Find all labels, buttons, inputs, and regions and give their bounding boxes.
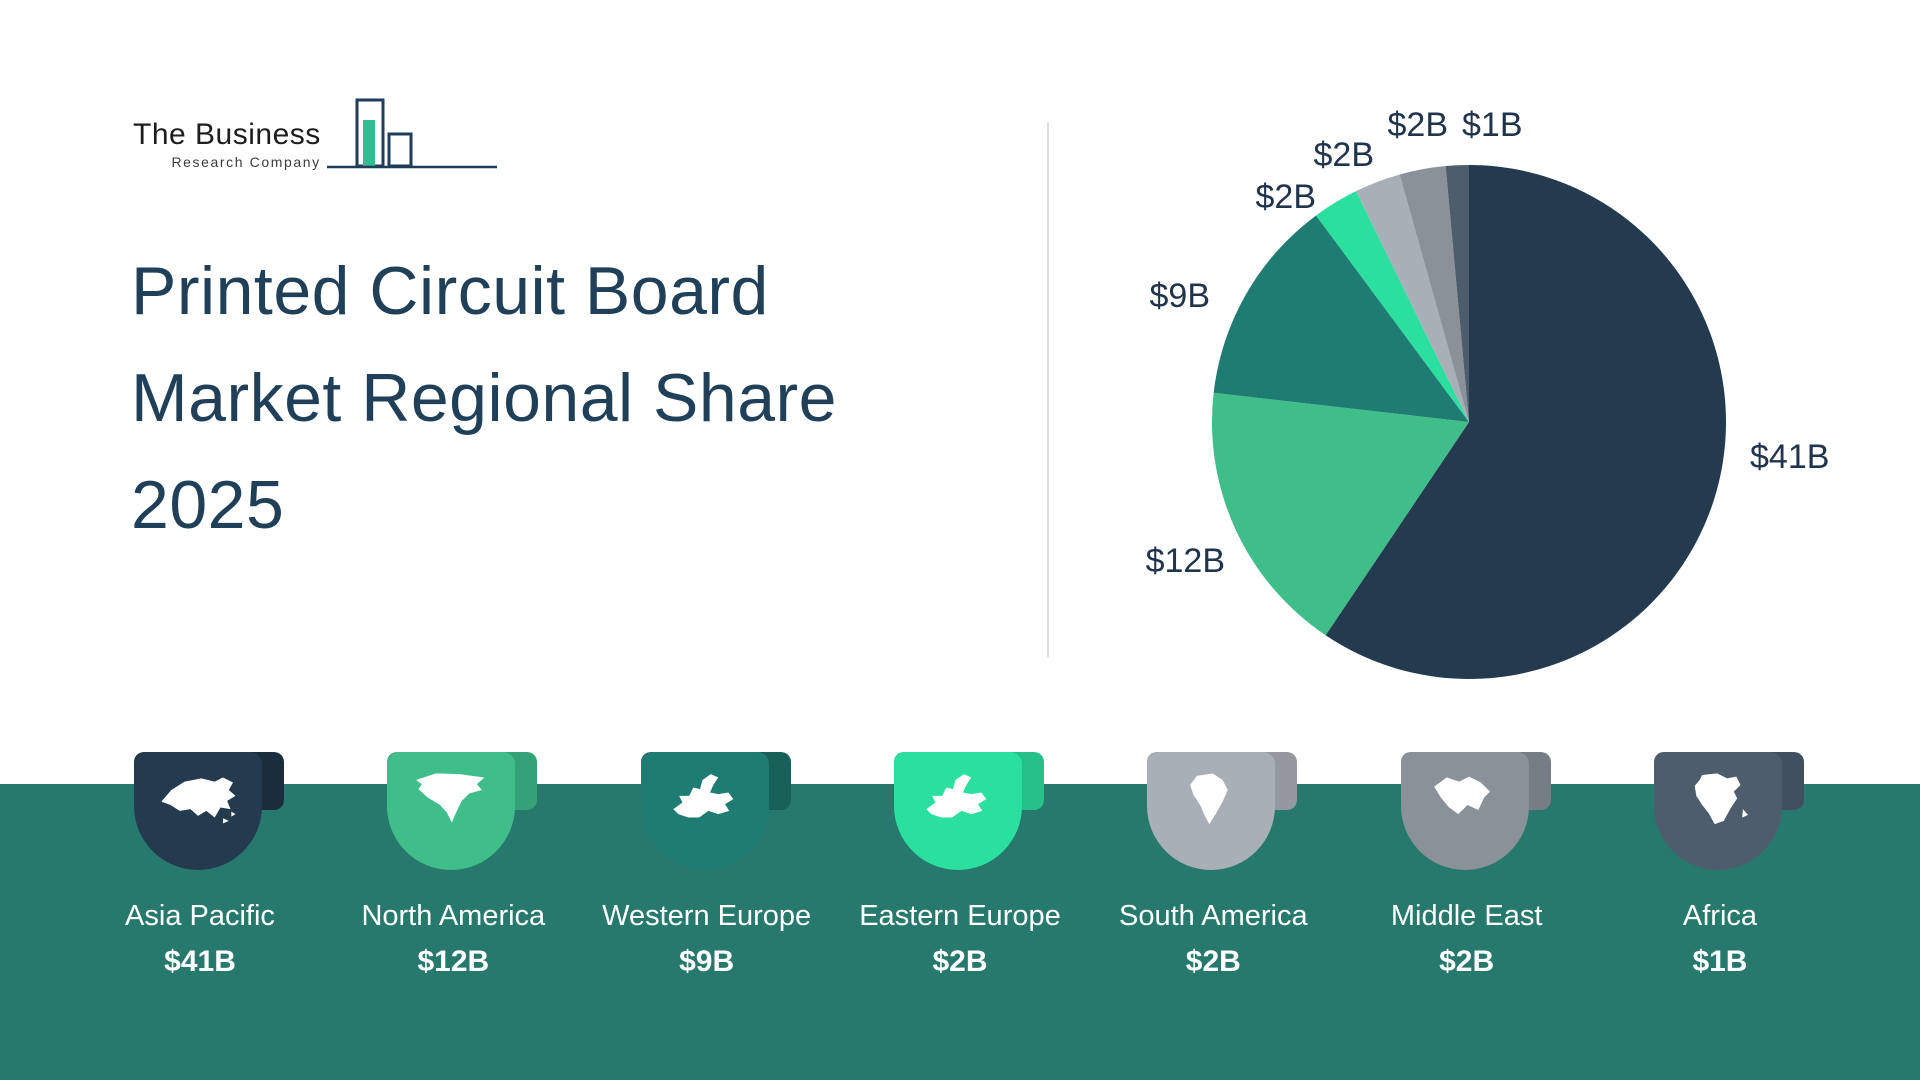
legend-item-asia-pacific: Asia Pacific $41B [90, 752, 310, 979]
legend-value: $41B [164, 945, 236, 978]
middle-east-badge [1400, 752, 1551, 870]
pie-slice-north-america [1211, 392, 1469, 636]
pie-chart-svg: $41B $12B $9B $2B $2B $2B $1B [1146, 106, 1829, 679]
page-title: Printed Circuit Board Market Regional Sh… [131, 238, 911, 559]
pie-label-north-america: $12B [1146, 542, 1225, 580]
legend-name: Eastern Europe [859, 900, 1061, 932]
legend-value: $1B [1692, 945, 1748, 978]
africa-map-icon [1694, 773, 1748, 825]
eastern-europe-map-icon [926, 774, 987, 818]
western-europe-map-icon [672, 774, 733, 818]
eastern-europe-badge-body [893, 752, 1022, 870]
asia-pacific-badge [134, 752, 284, 870]
pie-label-south-america: $2B [1314, 136, 1375, 174]
western-europe-badge [640, 752, 791, 870]
eastern-europe-badge [893, 752, 1044, 870]
legend-name: Asia Pacific [125, 900, 275, 932]
south-america-map-icon [1190, 773, 1228, 825]
legend-name: Middle East [1390, 900, 1543, 932]
vertical-divider [1047, 122, 1049, 657]
legend-item-south-america: South America $2B [1103, 752, 1323, 979]
pie-label-eastern-europe: $2B [1256, 178, 1317, 216]
south-america-badge [1147, 752, 1298, 870]
asia-map-icon [161, 777, 236, 824]
legend-name: Africa [1682, 900, 1758, 932]
western-europe-badge-body [640, 752, 769, 870]
brand-logo: The Business Research Company [133, 96, 497, 180]
pie-slice-asia-pacific [1325, 165, 1726, 679]
brand-name: The Business Research Company [133, 118, 321, 180]
legend-name: Western Europe [602, 900, 812, 932]
pie-label-asia-pacific: $41B [1750, 438, 1829, 476]
middle-east-badge-body [1400, 752, 1529, 870]
north-america-map-icon [416, 773, 485, 823]
middle-east-map-icon [1433, 776, 1490, 815]
north-america-badge-body [387, 752, 516, 870]
pie-slice-africa [1445, 165, 1469, 422]
legend-value: $12B [417, 945, 490, 978]
pie-label-middle-east: $2B [1388, 106, 1449, 144]
legend-value: $2B [1185, 945, 1241, 978]
pie-slice-middle-east [1399, 166, 1469, 422]
legend-item-middle-east: Middle East $2B [1357, 752, 1577, 979]
brand-name-line1: The Business [133, 118, 321, 151]
legend-item-north-america: North America $12B [343, 752, 563, 979]
pie-slice-eastern-europe [1316, 191, 1469, 422]
legend-value: $9B [679, 945, 735, 978]
pie-label-africa: $1B [1462, 106, 1523, 144]
north-america-badge [387, 752, 538, 870]
page-title-line2: Market Regional Share [131, 360, 837, 436]
africa-badge [1653, 752, 1804, 870]
pie-slice-south-america [1355, 174, 1469, 422]
legend-item-africa: Africa $1B [1610, 752, 1830, 979]
africa-badge-body [1653, 752, 1782, 870]
region-legend: Asia Pacific $41B North America $12B [90, 752, 1830, 979]
pie-slice-western-europe [1213, 215, 1469, 422]
legend-item-western-europe: Western Europe $9B [597, 752, 817, 979]
south-america-badge-body [1147, 752, 1276, 870]
legend-name: South America [1119, 900, 1308, 932]
legend-value: $2B [1439, 945, 1495, 978]
legend-item-eastern-europe: Eastern Europe $2B [850, 752, 1070, 979]
pie-label-western-europe: $9B [1150, 277, 1211, 315]
page-title-line3: 2025 [131, 467, 285, 543]
brand-bar-chart-icon [326, 98, 497, 169]
page-title-line1: Printed Circuit Board [131, 253, 769, 329]
pie-chart: $41B $12B $9B $2B $2B $2B $1B [1020, 60, 1920, 700]
legend-name: North America [361, 900, 546, 932]
asia-pacific-badge-body [134, 752, 262, 870]
legend-value: $2B [932, 945, 988, 978]
brand-name-line2: Research Company [171, 154, 321, 170]
